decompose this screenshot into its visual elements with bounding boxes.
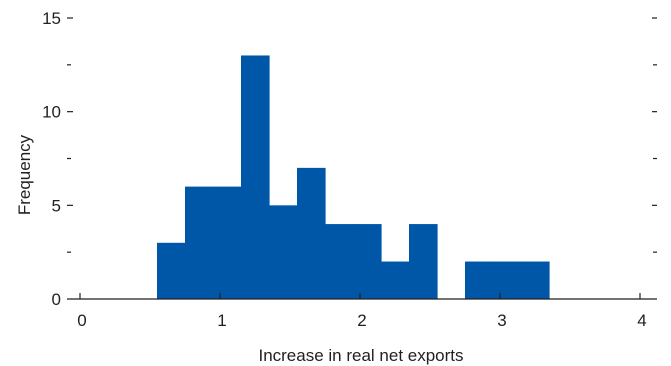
- histogram-bar: [493, 261, 522, 299]
- histogram-bars: [157, 55, 550, 299]
- x-tick-label: 3: [497, 311, 506, 330]
- histogram-bar: [185, 186, 214, 299]
- histogram-bar: [241, 55, 270, 299]
- x-tick-label: 4: [637, 311, 646, 330]
- histogram-bar: [353, 224, 382, 299]
- x-axis-label: Increase in real net exports: [258, 346, 463, 365]
- histogram-bar: [409, 224, 438, 299]
- histogram-bar: [521, 261, 550, 299]
- histogram-bar: [325, 224, 354, 299]
- x-tick-label: 0: [77, 311, 86, 330]
- y-tick-label: 0: [52, 290, 61, 309]
- histogram-bar: [297, 167, 326, 299]
- x-axis-ticks: 0 1 2 3 4: [77, 293, 647, 330]
- x-tick-label: 2: [357, 311, 366, 330]
- y-axis-ticks-left: 0 5 10 15: [42, 9, 73, 309]
- histogram-bar: [269, 205, 298, 299]
- histogram-bar: [157, 242, 186, 299]
- y-tick-label: 10: [42, 103, 61, 122]
- histogram-bar: [381, 261, 410, 299]
- x-tick-label: 1: [217, 311, 226, 330]
- histogram-bar: [213, 186, 242, 299]
- y-axis-label: Frequency: [15, 134, 34, 215]
- y-axis-ticks-right: [652, 17, 657, 253]
- y-tick-label: 5: [52, 196, 61, 215]
- y-tick-label: 15: [42, 9, 61, 28]
- histogram-bar: [465, 261, 494, 299]
